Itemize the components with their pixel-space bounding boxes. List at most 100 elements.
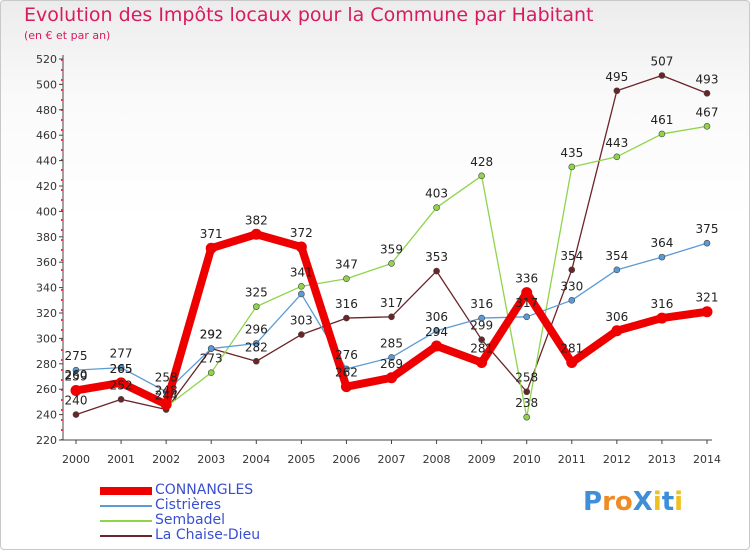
point-la-chaise-dieu bbox=[568, 266, 576, 274]
point-sembadel bbox=[252, 303, 260, 310]
legend-swatch-connangles bbox=[100, 487, 152, 495]
x-tick-label: 2010 bbox=[513, 453, 541, 466]
data-label-connangles: 248 bbox=[155, 383, 178, 397]
data-label-sembadel: 435 bbox=[560, 146, 583, 160]
point-cistrieres bbox=[207, 345, 215, 352]
data-label-sembadel: 443 bbox=[605, 136, 628, 150]
data-label-sembadel: 428 bbox=[470, 155, 493, 169]
y-tick-label: 360 bbox=[36, 256, 57, 269]
point-la-chaise-dieu bbox=[478, 336, 485, 343]
logo-letter: t bbox=[661, 487, 675, 517]
point-connangles bbox=[386, 372, 397, 384]
y-tick-label: 440 bbox=[36, 155, 57, 168]
data-label-connangles: 265 bbox=[110, 362, 133, 376]
point-la-chaise-dieu bbox=[703, 89, 711, 97]
data-label-la-chaise-dieu: 493 bbox=[696, 72, 719, 86]
point-connangles bbox=[295, 241, 307, 253]
data-label-cistrieres: 375 bbox=[696, 222, 719, 236]
point-cistrieres bbox=[252, 340, 260, 347]
point-cistrieres bbox=[703, 239, 711, 247]
point-sembadel bbox=[658, 130, 666, 138]
y-tick-label: 500 bbox=[36, 78, 57, 91]
data-label-cistrieres: 354 bbox=[605, 249, 628, 263]
y-tick-label: 220 bbox=[36, 434, 57, 447]
point-sembadel bbox=[568, 163, 576, 171]
point-sembadel bbox=[613, 153, 621, 161]
point-connangles bbox=[701, 306, 713, 318]
x-tick-label: 2011 bbox=[558, 453, 586, 466]
point-connangles bbox=[250, 228, 262, 240]
data-label-sembadel: 359 bbox=[380, 242, 403, 256]
point-cistrieres bbox=[433, 327, 440, 335]
data-label-la-chaise-dieu: 495 bbox=[605, 70, 628, 84]
point-la-chaise-dieu bbox=[658, 72, 666, 79]
data-label-sembadel: 347 bbox=[335, 258, 358, 272]
data-label-la-chaise-dieu: 303 bbox=[290, 314, 313, 328]
data-label-la-chaise-dieu: 240 bbox=[65, 394, 88, 408]
legend-label-la-chaise-dieu: La Chaise-Dieu bbox=[155, 527, 261, 543]
data-label-connangles: 269 bbox=[380, 357, 403, 371]
y-tick-label: 400 bbox=[36, 205, 57, 218]
point-sembadel bbox=[433, 204, 440, 211]
data-label-connangles: 316 bbox=[650, 297, 673, 311]
point-la-chaise-dieu bbox=[613, 87, 621, 95]
x-tick-label: 2006 bbox=[332, 453, 360, 466]
data-label-cistrieres: 276 bbox=[335, 348, 358, 362]
data-label-la-chaise-dieu: 252 bbox=[110, 378, 133, 392]
point-cistrieres bbox=[478, 314, 485, 322]
y-tick-label: 520 bbox=[36, 53, 57, 66]
y-tick-label: 340 bbox=[36, 282, 57, 295]
point-cistrieres bbox=[388, 354, 395, 361]
data-label-sembadel: 273 bbox=[200, 352, 223, 366]
data-label-cistrieres: 330 bbox=[560, 279, 583, 293]
point-connangles bbox=[205, 242, 217, 254]
point-connangles bbox=[656, 312, 668, 324]
series-lines bbox=[70, 72, 713, 421]
logo-letter: P bbox=[583, 487, 603, 517]
point-connangles bbox=[476, 357, 488, 369]
logo-letter: X bbox=[632, 487, 653, 517]
point-sembadel bbox=[343, 275, 350, 283]
legend-swatch-sembadel bbox=[100, 520, 152, 522]
chart-title: Evolution des Impôts locaux pour la Comm… bbox=[24, 4, 594, 26]
x-tick-label: 2003 bbox=[197, 453, 225, 466]
chart-subtitle: (en € et par an) bbox=[24, 29, 111, 42]
data-label-sembadel: 403 bbox=[425, 187, 448, 201]
data-label-sembadel: 467 bbox=[696, 105, 719, 119]
data-label-connangles: 306 bbox=[605, 310, 628, 324]
data-label-sembadel: 265 bbox=[110, 362, 133, 376]
y-tick-label: 420 bbox=[36, 180, 57, 193]
data-label-connangles: 281 bbox=[560, 342, 583, 356]
point-connangles bbox=[160, 398, 172, 410]
proxiti-logo: ProXiti bbox=[583, 487, 683, 517]
data-label-la-chaise-dieu: 299 bbox=[470, 319, 493, 333]
point-la-chaise-dieu bbox=[298, 331, 305, 338]
data-label-la-chaise-dieu: 354 bbox=[560, 249, 583, 263]
data-label-connangles: 321 bbox=[696, 291, 719, 305]
data-label-cistrieres: 275 bbox=[65, 349, 88, 363]
point-la-chaise-dieu bbox=[117, 396, 125, 403]
point-sembadel bbox=[478, 172, 485, 180]
point-cistrieres bbox=[658, 253, 666, 261]
legend-label-sembadel: Sembadel bbox=[155, 512, 225, 528]
data-label-sembadel: 341 bbox=[290, 265, 313, 279]
data-label-cistrieres: 306 bbox=[425, 310, 448, 324]
x-tick-label: 2008 bbox=[423, 453, 451, 466]
y-tick-label: 240 bbox=[36, 409, 57, 422]
data-label-cistrieres: 292 bbox=[200, 328, 223, 342]
x-tick-label: 2005 bbox=[287, 453, 315, 466]
x-tick-label: 2007 bbox=[378, 453, 406, 466]
data-label-la-chaise-dieu: 258 bbox=[515, 371, 538, 385]
data-label-connangles: 336 bbox=[515, 272, 538, 286]
point-la-chaise-dieu bbox=[433, 267, 440, 275]
data-label-cistrieres: 296 bbox=[245, 322, 268, 336]
data-label-connangles: 371 bbox=[200, 227, 223, 241]
point-la-chaise-dieu bbox=[388, 313, 395, 321]
x-tick-label: 2012 bbox=[603, 453, 631, 466]
y-tick-label: 380 bbox=[36, 231, 57, 244]
x-tick-label: 2004 bbox=[242, 453, 270, 466]
axes-group: 220 240 260 280 300 320 340 360 380 400 420 440 460 4… bbox=[36, 53, 721, 466]
data-label-connangles: 372 bbox=[290, 226, 313, 240]
y-tick-label: 460 bbox=[36, 129, 57, 142]
